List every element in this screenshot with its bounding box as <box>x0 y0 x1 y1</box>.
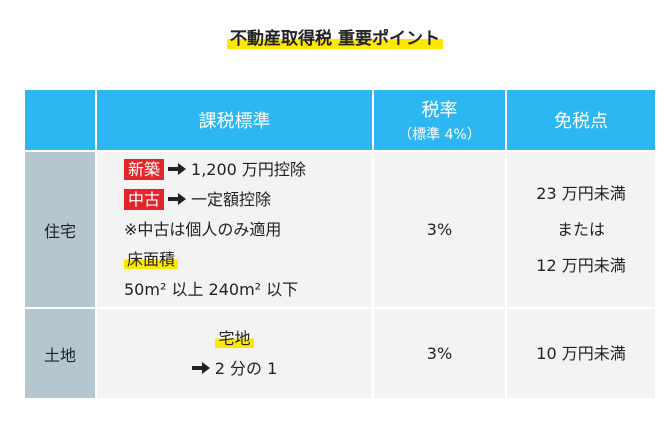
basis-text: 一定額控除 <box>191 189 272 209</box>
arrow-icon <box>168 162 187 175</box>
basis-line: 新築 1,200 万円控除 <box>124 155 372 185</box>
header-text: 税率 <box>421 100 458 121</box>
exemption-line: 10 万円未満 <box>536 343 626 363</box>
basis-text: 2 分の 1 <box>214 358 278 378</box>
title-text: 不動産取得税 重要ポイント <box>227 29 443 49</box>
row: 土地 宅地 2 分の 1 3% 10 万円未満 <box>23 307 657 400</box>
basis-line: ※中古は個人のみ適用 <box>124 215 372 245</box>
arrow-icon <box>191 361 210 374</box>
basis-line: 床面積 <box>124 245 372 275</box>
rate-cell: 3% <box>372 150 507 309</box>
exemption-cell: 23 万円未満 または 12 万円未満 <box>505 150 657 309</box>
basis-line: 宅地 <box>97 324 372 354</box>
basis-cell: 宅地 2 分の 1 <box>95 307 374 400</box>
header-cell: 免税点 <box>505 88 657 152</box>
exemption-cell: 10 万円未満 <box>505 307 657 400</box>
basis-text: ※中古は個人のみ適用 <box>124 219 282 239</box>
basis-line: 中古 一定額控除 <box>124 185 372 215</box>
basis-text: 1,200 万円控除 <box>191 159 306 179</box>
exemption-line: または <box>556 219 605 239</box>
rate-cell: 3% <box>372 307 507 400</box>
row: 住宅 新築 1,200 万円控除中古 一定額控除 ※中古は個人のみ適用 床面積 50m² … <box>23 150 657 309</box>
basis-line: 2 分の 1 <box>97 354 372 384</box>
tax-table: 課税標準 税率 （標準 4%） 免税点 住宅 新築 1,200 万円控除中古 一定額控… <box>23 88 657 400</box>
basis-text: 50m² 以上 240m² 以下 <box>124 279 299 299</box>
badge: 中古 <box>124 188 165 210</box>
exemption-line: 23 万円未満 <box>536 183 626 203</box>
badge: 新築 <box>124 158 165 180</box>
header-row: 課税標準 税率 （標準 4%） 免税点 <box>23 88 657 152</box>
highlight: 床面積 <box>124 249 179 269</box>
header-empty <box>23 88 97 152</box>
highlight: 宅地 <box>215 328 254 348</box>
row-label: 土地 <box>23 307 97 400</box>
header-note: （標準 4%） <box>398 127 481 143</box>
exemption-line: 12 万円未満 <box>536 255 626 275</box>
basis-line: 50m² 以上 240m² 以下 <box>124 275 372 305</box>
row-label: 住宅 <box>23 150 97 309</box>
arrow-icon <box>168 192 187 205</box>
basis-cell: 新築 1,200 万円控除中古 一定額控除 ※中古は個人のみ適用 床面積 50m² 以上 … <box>95 150 374 309</box>
header-cell: 税率 （標準 4%） <box>372 88 507 152</box>
title: 不動産取得税 重要ポイント <box>0 24 670 49</box>
header-cell: 課税標準 <box>95 88 374 152</box>
